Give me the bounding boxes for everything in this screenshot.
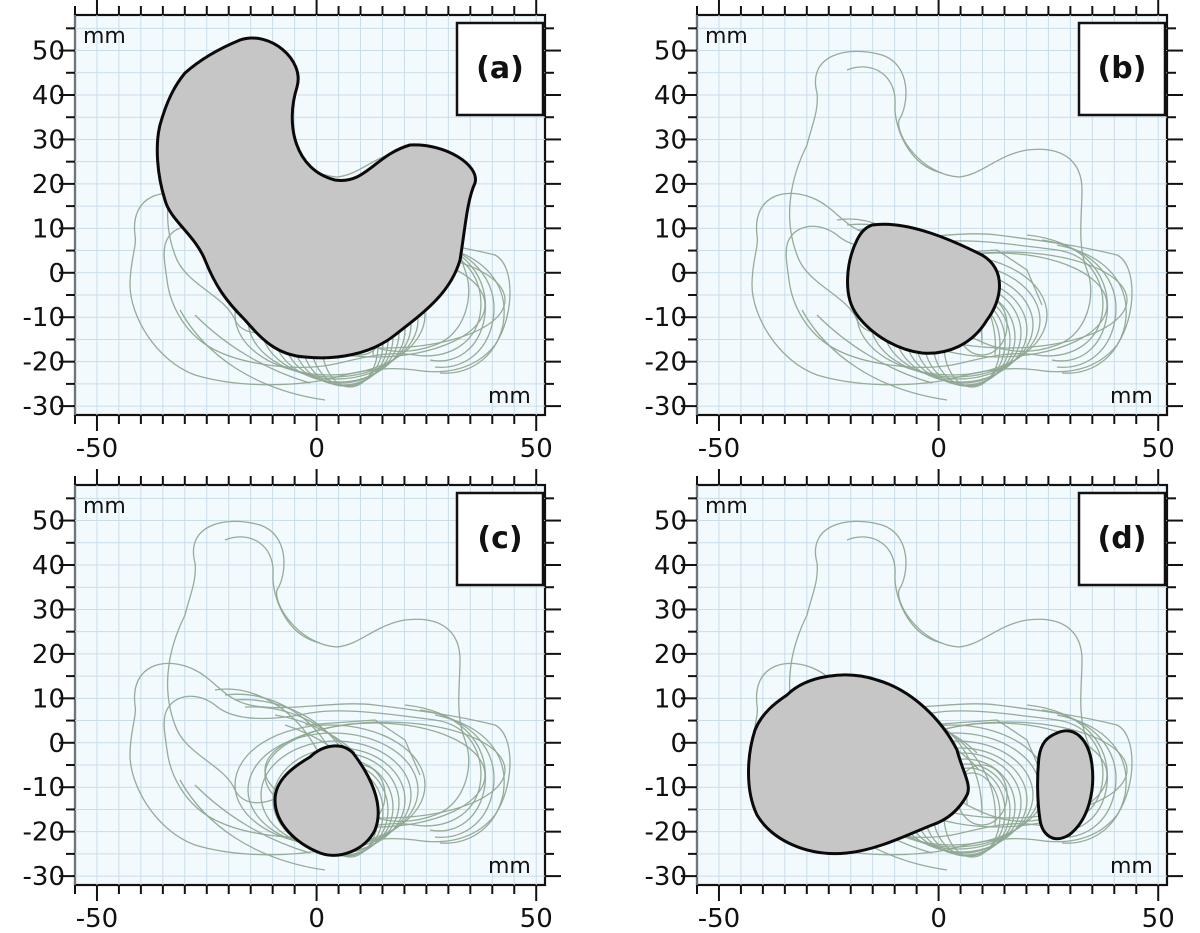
y-tick-label: 30 xyxy=(654,125,687,155)
x-unit-label: mm xyxy=(488,854,531,879)
grid xyxy=(696,15,1167,415)
x-unit-label: mm xyxy=(1110,854,1153,879)
y-tick-label: -10 xyxy=(645,773,687,803)
x-unit-label: mm xyxy=(1110,384,1153,409)
y-tick-label: 0 xyxy=(48,729,65,759)
x-tick-label: 50 xyxy=(520,904,553,933)
y-tick-label: 50 xyxy=(32,37,65,67)
highlight-region xyxy=(273,744,380,857)
x-tick-label: -50 xyxy=(76,434,118,464)
x-tick-label: 0 xyxy=(308,434,325,464)
y-tick-label: -10 xyxy=(23,773,65,803)
panel-a: (a) mm mm 50 40 30 20 10 0 -10 -20 -30 -50 0 50 xyxy=(23,0,561,464)
y-tick-label: -20 xyxy=(23,818,65,848)
y-tick-label: 10 xyxy=(32,214,65,244)
y-tick-label: 40 xyxy=(654,551,687,581)
y-tick-label: -30 xyxy=(645,862,687,892)
y-tick-label: 30 xyxy=(32,125,65,155)
y-tick-label: 50 xyxy=(32,507,65,537)
panel-d: (d) mm mm 50 40 30 20 10 0 -10 -20 -30 -50 0 50 xyxy=(645,469,1183,933)
panel-label-box xyxy=(455,21,545,117)
y-tick-label: -30 xyxy=(23,392,65,422)
y-tick-label: -20 xyxy=(645,818,687,848)
panel-label-box xyxy=(1077,491,1167,587)
y-tick-label: -10 xyxy=(645,303,687,333)
highlight-region-right xyxy=(1036,729,1095,841)
panel-label-box xyxy=(1077,21,1167,117)
x-tick-label: 0 xyxy=(308,904,325,933)
x-tick-label: -50 xyxy=(698,434,740,464)
y-tick-label: 30 xyxy=(654,595,687,625)
y-tick-label: 0 xyxy=(48,259,65,289)
y-unit-label: mm xyxy=(705,494,748,519)
y-unit-label: mm xyxy=(83,494,126,519)
y-tick-label: -30 xyxy=(645,392,687,422)
x-tick-label: -50 xyxy=(698,904,740,933)
y-unit-label: mm xyxy=(705,24,748,49)
panel-label: (c) xyxy=(477,521,522,556)
y-tick-label: 40 xyxy=(32,551,65,581)
panel-label: (a) xyxy=(476,51,524,86)
x-tick-label: 50 xyxy=(1142,434,1175,464)
x-tick-label: 50 xyxy=(520,434,553,464)
highlight-region xyxy=(155,36,477,360)
panel-label: (d) xyxy=(1098,521,1147,556)
y-tick-label: -30 xyxy=(23,862,65,892)
y-tick-label: 50 xyxy=(654,37,687,67)
panel-c: (c) mm mm 50 40 30 20 10 0 -10 -20 -30 -50 0 50 xyxy=(23,469,561,933)
y-tick-label: 10 xyxy=(32,684,65,714)
y-tick-label: -10 xyxy=(23,303,65,333)
x-tick-label: 0 xyxy=(930,434,947,464)
x-tick-label: 50 xyxy=(1142,904,1175,933)
x-tick-label: 0 xyxy=(930,904,947,933)
panel-label: (b) xyxy=(1098,51,1147,86)
highlight-region xyxy=(846,222,1001,355)
y-tick-label: -20 xyxy=(23,348,65,378)
y-tick-label: 20 xyxy=(32,640,65,670)
panel-label-box xyxy=(455,491,545,587)
y-tick-label: 30 xyxy=(32,595,65,625)
y-tick-label: 0 xyxy=(670,729,687,759)
y-tick-label: 50 xyxy=(654,507,687,537)
y-tick-label: 10 xyxy=(654,684,687,714)
y-tick-label: 20 xyxy=(654,640,687,670)
y-tick-label: 10 xyxy=(654,214,687,244)
y-tick-label: 20 xyxy=(654,170,687,200)
x-unit-label: mm xyxy=(488,384,531,409)
y-unit-label: mm xyxy=(83,24,126,49)
y-tick-label: 40 xyxy=(32,81,65,111)
panel-b: (b) mm mm 50 40 30 20 10 0 -10 -20 -30 -50 0 50 xyxy=(645,0,1183,464)
y-tick-label: -20 xyxy=(645,348,687,378)
y-tick-label: 40 xyxy=(654,81,687,111)
x-tick-label: -50 xyxy=(76,904,118,933)
highlight-region-left xyxy=(747,673,970,856)
y-tick-label: 20 xyxy=(32,170,65,200)
y-tick-label: 0 xyxy=(670,259,687,289)
